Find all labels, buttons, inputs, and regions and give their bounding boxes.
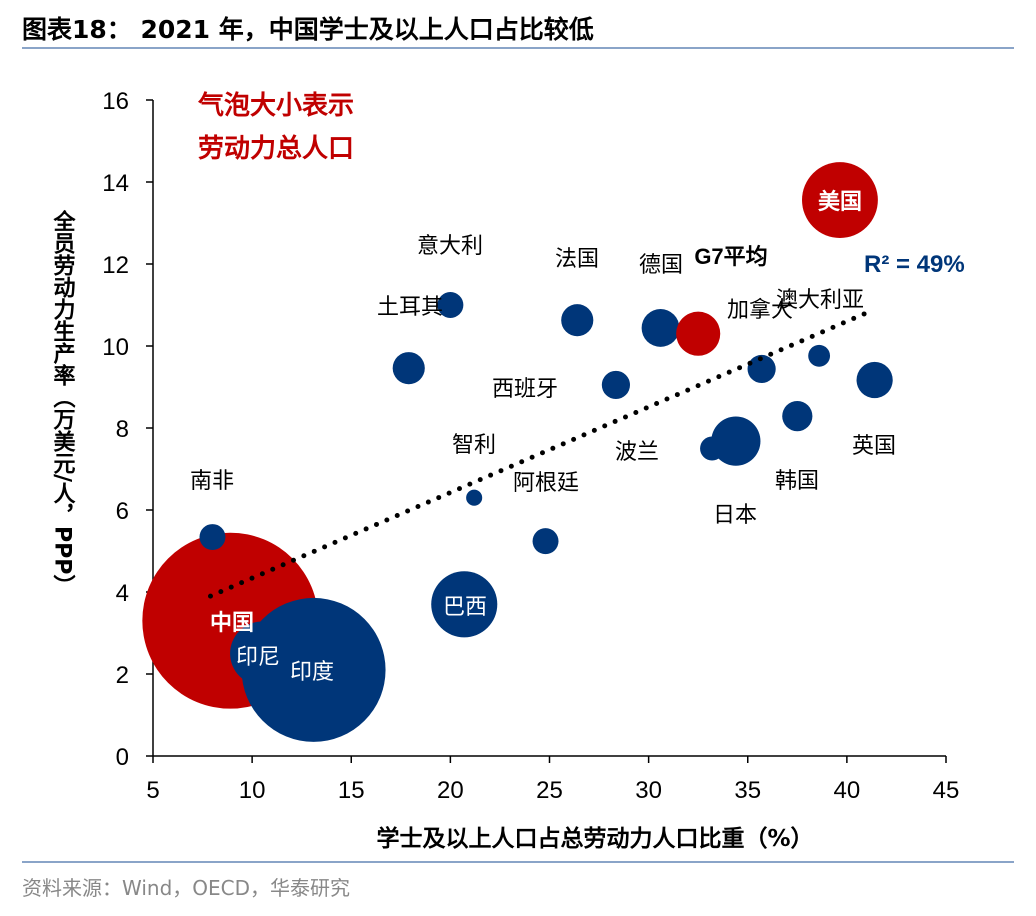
footer-divider (22, 861, 1014, 863)
bubble (199, 524, 226, 551)
bubble (601, 370, 631, 400)
x-tick-label: 40 (834, 777, 861, 804)
bubble (431, 571, 498, 638)
data-label: 波兰 (615, 440, 659, 465)
bubble (747, 354, 776, 384)
x-tick-label: 30 (635, 777, 662, 804)
bubble (532, 528, 559, 555)
data-label: 韩国 (775, 469, 819, 494)
data-label: 巴西 (443, 595, 487, 620)
data-label: 西班牙 (492, 377, 558, 402)
data-label: 澳大利亚 (776, 288, 864, 313)
x-axis-title: 学士及以上人口占总劳动力人口比重（%） (376, 825, 813, 852)
data-label: 法国 (555, 247, 599, 272)
data-label: 意大利 (417, 234, 483, 259)
bubble (808, 344, 831, 367)
y-tick-label: 10 (102, 334, 129, 361)
source-note: 资料来源：Wind，OECD，华泰研究 (22, 876, 351, 900)
bubble-size-note: 气泡大小表示 (197, 90, 354, 121)
x-tick-label: 35 (734, 777, 761, 804)
data-label: 土耳其 (377, 295, 443, 320)
data-label: 智利 (452, 433, 496, 458)
x-tick-label: 45 (933, 777, 960, 804)
bubble (802, 162, 878, 238)
x-tick-label: 20 (437, 777, 464, 804)
x-tick-label: 5 (146, 777, 159, 804)
bubble (392, 352, 425, 385)
data-label: 印度 (290, 660, 334, 685)
y-axis-title: 全员劳动力生产率（万美元/人，PPP） (50, 209, 77, 596)
bubble (676, 311, 721, 356)
y-tick-label: 8 (116, 416, 129, 443)
bubble (711, 416, 761, 466)
x-tick-label: 10 (239, 777, 266, 804)
data-label: 德国 (639, 253, 683, 278)
data-label: 阿根廷 (513, 471, 579, 496)
x-tick-label: 15 (338, 777, 365, 804)
bubble (856, 361, 893, 399)
title-divider (22, 47, 1014, 49)
bubble (561, 304, 594, 337)
bubble (466, 489, 483, 506)
trendline (207, 309, 872, 599)
data-label: 英国 (852, 434, 896, 459)
x-tick-label: 25 (536, 777, 563, 804)
data-label: 日本 (713, 503, 757, 528)
bubble (437, 292, 464, 318)
data-label: 印尼 (236, 645, 280, 670)
data-label: 南非 (190, 469, 234, 494)
y-tick-label: 0 (116, 744, 129, 771)
bubble (241, 597, 386, 742)
y-tick-label: 12 (102, 252, 129, 279)
r-squared-label: R² = 49% (864, 251, 965, 278)
figure-title: 图表18： 2021 年，中国学士及以上人口占比较低 (22, 15, 594, 44)
data-label: 中国 (210, 610, 254, 636)
y-tick-label: 6 (116, 498, 129, 525)
data-label: 加拿大 (727, 297, 793, 323)
y-tick-label: 2 (116, 662, 129, 689)
y-tick-label: 14 (102, 170, 129, 197)
bubble-size-note: 劳动力总人口 (198, 134, 354, 164)
y-tick-label: 16 (102, 88, 129, 115)
data-label: 美国 (818, 189, 862, 215)
y-tick-label: 4 (116, 580, 129, 607)
bubble (641, 309, 680, 347)
bubble (782, 401, 813, 432)
data-label: G7平均 (694, 244, 767, 269)
